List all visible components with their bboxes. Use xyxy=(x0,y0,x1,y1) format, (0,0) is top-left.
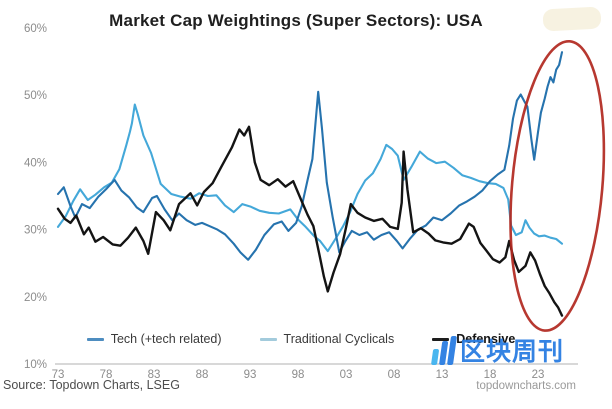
legend-item-tech: Tech (+tech related) xyxy=(86,332,222,346)
x-tick-label: 93 xyxy=(244,369,257,381)
x-tick-label: 03 xyxy=(340,369,353,381)
y-tick-label: 30% xyxy=(24,225,47,237)
y-tick-label: 60% xyxy=(24,23,47,35)
series-line-traditional-cyclicals xyxy=(56,103,564,253)
series-line-defensive xyxy=(56,125,564,317)
legend-swatch-defensive xyxy=(432,337,450,341)
chart-legend: Tech (+tech related) Traditional Cyclical… xyxy=(0,330,602,348)
y-tick-label: 50% xyxy=(24,90,47,102)
series-line-tech xyxy=(56,51,564,261)
legend-swatch-traditional-cyclicals xyxy=(259,337,277,341)
x-tick-label: 13 xyxy=(436,369,449,381)
chart-title: Market Cap Weightings (Super Sectors): U… xyxy=(109,11,483,30)
x-tick-label: 73 xyxy=(52,369,65,381)
legend-label-tech: Tech (+tech related) xyxy=(110,332,222,346)
y-tick-label: 40% xyxy=(24,157,47,169)
y-tick-label: 20% xyxy=(24,292,47,304)
x-tick-label: 88 xyxy=(196,369,209,381)
legend-item-traditional-cyclicals: Traditional Cyclicals xyxy=(259,332,395,346)
x-tick-label: 18 xyxy=(484,369,497,381)
legend-label-defensive: Defensive xyxy=(456,332,516,346)
y-tick-label: 10% xyxy=(24,359,47,371)
x-tick-label: 98 xyxy=(292,369,305,381)
x-tick-label: 23 xyxy=(532,369,545,381)
x-tick-label: 78 xyxy=(100,369,113,381)
x-tick-label: 83 xyxy=(148,369,161,381)
highlight-ellipse xyxy=(509,39,606,332)
website-credit: topdowncharts.com xyxy=(476,380,576,392)
x-tick-label: 08 xyxy=(388,369,401,381)
legend-label-traditional-cyclicals: Traditional Cyclicals xyxy=(283,332,395,346)
legend-swatch-tech xyxy=(86,337,104,341)
source-note: Source: Topdown Charts, LSEG xyxy=(3,378,180,392)
legend-item-defensive: Defensive xyxy=(432,332,515,346)
